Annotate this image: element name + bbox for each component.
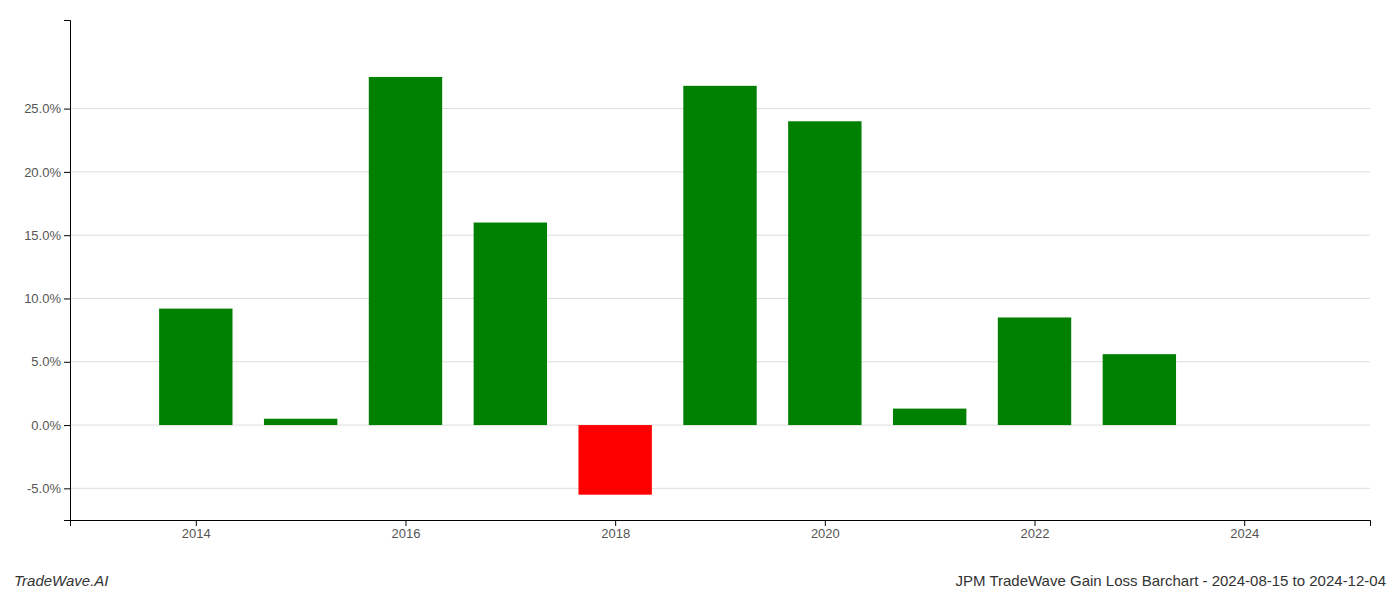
y-tick: -5.0% (27, 481, 70, 496)
y-tick-label: 25.0% (24, 101, 61, 116)
x-tick-mark (405, 520, 406, 526)
x-tick-label: 2014 (182, 526, 211, 541)
x-tick: 2014 (182, 520, 211, 541)
y-axis: -5.0% 0.0% 5.0% 10.0% 15.0% 20.0% 25.0% (24, 21, 70, 521)
x-tick: 2022 (1021, 520, 1050, 541)
x-axis: 2014 2016 2018 2020 2022 2024 (71, 520, 1371, 541)
y-tick-label: 20.0% (24, 165, 61, 180)
bar (683, 86, 756, 425)
bar (893, 409, 966, 425)
x-tick: 2018 (601, 520, 630, 541)
y-tick-mark (64, 235, 70, 236)
y-tick-label: 5.0% (31, 354, 61, 369)
x-tick-mark (1035, 520, 1036, 526)
y-tick: 5.0% (31, 354, 70, 369)
y-tick-mark (64, 362, 70, 363)
y-tick-mark (64, 488, 70, 489)
x-tick: 2016 (392, 520, 421, 541)
x-axis-line (71, 521, 1371, 527)
bar (578, 425, 651, 495)
watermark: TradeWave.AI (14, 572, 108, 589)
y-tick-label: 10.0% (24, 291, 61, 306)
x-tick-mark (825, 520, 826, 526)
x-tick-mark (1244, 520, 1245, 526)
x-tick-mark (196, 520, 197, 526)
x-tick: 2020 (811, 520, 840, 541)
y-tick-mark (64, 109, 70, 110)
bar (159, 309, 232, 425)
y-tick: 25.0% (24, 101, 70, 116)
y-tick: 10.0% (24, 291, 70, 306)
bar (264, 419, 337, 425)
x-tick: 2024 (1230, 520, 1259, 541)
bar (998, 317, 1071, 425)
y-tick-mark (64, 298, 70, 299)
y-axis-line (64, 21, 71, 521)
bar (1103, 354, 1176, 425)
plot: 2014 2016 2018 2020 2022 2024 -5.0% 0.0% 5.0% 10.… (24, 21, 1370, 542)
y-tick-label: 0.0% (31, 418, 61, 433)
title: JPM TradeWave Gain Loss Barchart - 2024-… (955, 572, 1386, 589)
y-tick: 15.0% (24, 228, 70, 243)
y-tick-mark (64, 425, 70, 426)
bar (369, 77, 442, 425)
x-tick-mark (615, 520, 616, 526)
grid-line (70, 488, 1370, 489)
y-tick-label: 15.0% (24, 228, 61, 243)
x-tick-label: 2018 (601, 526, 630, 541)
y-tick-mark (64, 172, 70, 173)
x-tick-label: 2016 (392, 526, 421, 541)
bar (788, 121, 861, 425)
x-tick-label: 2020 (811, 526, 840, 541)
y-tick: 20.0% (24, 165, 70, 180)
x-tick-label: 2022 (1021, 526, 1050, 541)
y-tick-label: -5.0% (27, 481, 61, 496)
y-tick: 0.0% (31, 418, 70, 433)
x-tick-label: 2024 (1230, 526, 1259, 541)
bars (159, 77, 1176, 495)
chart: 2014 2016 2018 2020 2022 2024 -5.0% 0.0% 5.0% 10.… (0, 0, 1400, 600)
bar (474, 223, 547, 426)
